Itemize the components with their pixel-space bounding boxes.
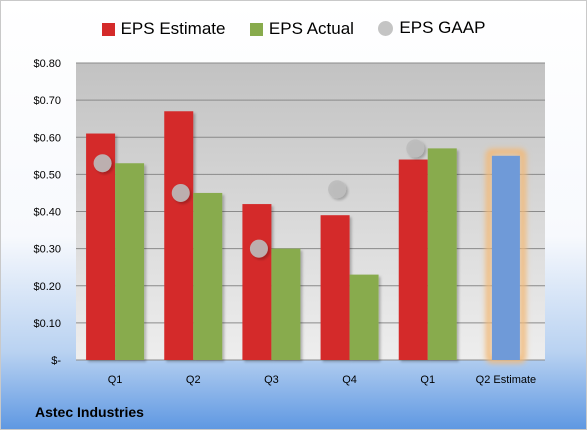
- eps-estimate-swatch: [101, 22, 115, 36]
- x-tick-label: Q4: [342, 374, 357, 386]
- legend-label-eps-gaap: EPS GAAP: [399, 18, 486, 37]
- y-tick-label: $-: [51, 355, 61, 367]
- eps-chart: $0.80 $0.70 $0.60 $0.50 $0.40 $0.30 $0.20 $0.10…: [33, 58, 545, 386]
- legend-item-eps-actual: EPS Actual: [249, 19, 354, 39]
- eps-gaap-swatch: [378, 20, 394, 36]
- bar-eps-estimate: [320, 215, 350, 360]
- y-tick-label: $0.10: [33, 318, 61, 330]
- x-tick-label: Q2: [186, 374, 201, 386]
- y-tick-label: $0.40: [33, 207, 61, 219]
- y-tick-label: $0.80: [33, 58, 61, 70]
- marker-eps-gaap: [93, 154, 112, 173]
- chart-legend: EPS Estimate EPS Actual EPS GAAP: [1, 18, 586, 41]
- bar-eps-estimate: [164, 111, 194, 360]
- bar-eps-actual: [115, 163, 145, 360]
- y-tick-label: $0.70: [33, 95, 61, 107]
- bar-q2-estimate: [491, 155, 520, 360]
- legend-label-eps-actual: EPS Actual: [268, 19, 354, 38]
- y-tick-label: $0.60: [33, 132, 61, 144]
- eps-actual-swatch: [249, 22, 263, 36]
- legend-item-eps-estimate: EPS Estimate: [101, 19, 226, 39]
- bar-eps-actual: [349, 274, 379, 360]
- y-tick-label: $0.30: [33, 244, 61, 256]
- company-name: Astec Industries: [35, 404, 144, 420]
- bar-eps-estimate: [242, 204, 272, 360]
- legend-label-eps-estimate: EPS Estimate: [120, 19, 226, 38]
- bar-eps-estimate: [398, 159, 428, 360]
- bar-eps-actual: [193, 192, 223, 360]
- marker-eps-gaap: [171, 183, 190, 202]
- marker-eps-gaap: [328, 180, 347, 199]
- x-tick-label: Q2 Estimate: [476, 374, 537, 386]
- bar-eps-actual: [427, 148, 457, 360]
- bar-eps-actual: [271, 248, 301, 360]
- marker-eps-gaap: [406, 139, 425, 158]
- x-tick-label: Q3: [264, 374, 279, 386]
- x-tick-label: Q1: [108, 374, 123, 386]
- x-tick-label: Q1: [420, 374, 435, 386]
- marker-eps-gaap: [249, 239, 268, 258]
- legend-item-eps-gaap: EPS GAAP: [378, 18, 485, 38]
- y-tick-label: $0.20: [33, 281, 61, 293]
- y-tick-label: $0.50: [33, 169, 61, 181]
